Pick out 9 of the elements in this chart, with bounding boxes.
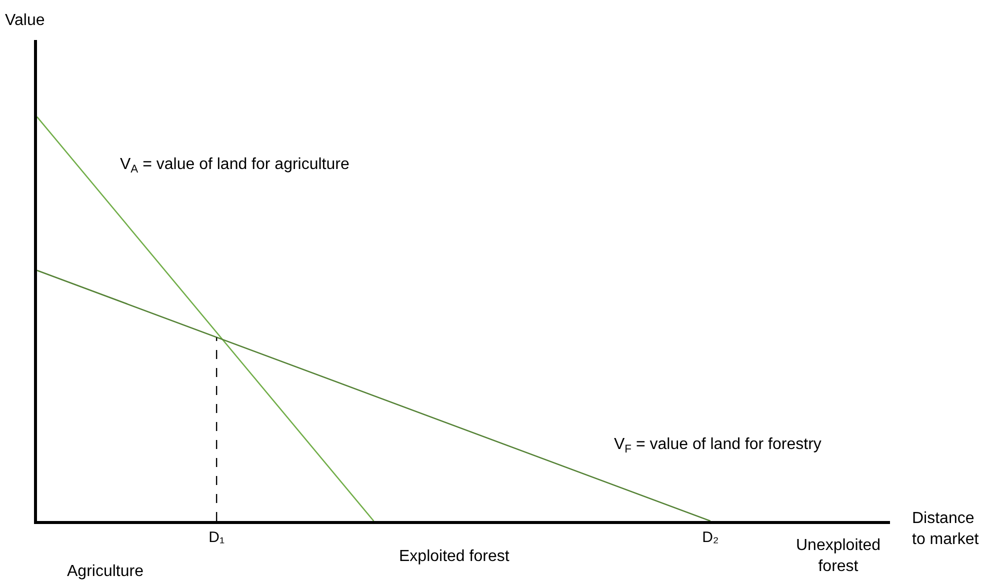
text: Exploited forest [399,548,510,565]
x-axis-title: Distance to market [912,510,980,548]
annotation: V$_{F}$ = value of land for forestry [614,436,822,456]
x-tick-label: D₁ [208,528,225,546]
x-tick-label: D₂ [702,528,719,546]
text: Unexploited forest [796,537,880,575]
text: Value [5,12,45,29]
text: Agriculture [67,563,144,580]
annotation: V$_{A}$ = value of land for agriculture [120,156,350,176]
